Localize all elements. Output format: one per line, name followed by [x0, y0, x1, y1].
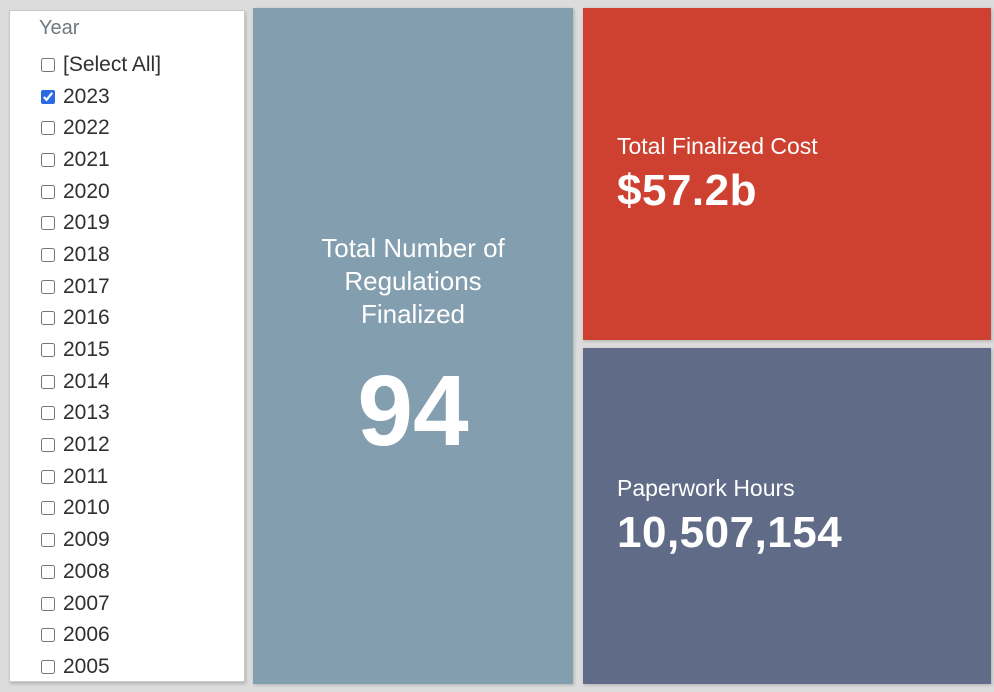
- year-filter-option[interactable]: 2018: [10, 239, 244, 271]
- year-filter-label: 2012: [63, 433, 110, 457]
- year-filter-option[interactable]: 2010: [10, 493, 244, 525]
- year-filter-option[interactable]: 2022: [10, 112, 244, 144]
- year-filter-label: 2008: [63, 559, 110, 583]
- year-checkbox[interactable]: [41, 659, 55, 674]
- year-filter-option[interactable]: 2006: [10, 619, 244, 651]
- year-filter-label: 2016: [63, 306, 110, 330]
- year-filter-option[interactable]: 2015: [10, 334, 244, 366]
- year-checkbox[interactable]: [41, 184, 55, 199]
- regulations-kpi-tile: Total Number of Regulations Finalized 94: [253, 8, 573, 684]
- year-filter-option[interactable]: 2019: [10, 207, 244, 239]
- regulations-kpi-value: 94: [357, 354, 469, 467]
- year-checkbox[interactable]: [41, 121, 55, 136]
- year-filter-option[interactable]: 2011: [10, 461, 244, 493]
- year-checkbox[interactable]: [41, 406, 55, 421]
- hours-kpi-value: 10,507,154: [617, 507, 843, 557]
- year-filter-label: 2005: [63, 654, 110, 678]
- year-filter-label: 2010: [63, 496, 110, 520]
- year-filter-label: 2014: [63, 369, 110, 393]
- regulations-kpi-title: Total Number of Regulations Finalized: [321, 232, 505, 329]
- year-filter-option[interactable]: 2014: [10, 366, 244, 398]
- year-checkbox[interactable]: [41, 533, 55, 548]
- year-checkbox[interactable]: [41, 247, 55, 262]
- hours-kpi-tile: Paperwork Hours 10,507,154: [583, 348, 991, 684]
- year-filter-option[interactable]: 2023: [10, 81, 244, 113]
- year-filter-option[interactable]: 2007: [10, 588, 244, 620]
- year-checkbox[interactable]: [41, 57, 55, 72]
- year-filter-option[interactable]: 2009: [10, 524, 244, 556]
- year-filter-label: 2006: [63, 623, 110, 647]
- year-checkbox[interactable]: [41, 216, 55, 231]
- year-filter-title: Year: [39, 17, 80, 39]
- year-filter-label: 2023: [63, 84, 110, 108]
- year-filter-option[interactable]: 2021: [10, 144, 244, 176]
- year-checkbox[interactable]: [41, 152, 55, 167]
- year-filter-label: 2015: [63, 338, 110, 362]
- year-filter-option[interactable]: 2016: [10, 303, 244, 335]
- year-checkbox[interactable]: [41, 89, 55, 104]
- year-filter-option[interactable]: [Select All]: [10, 49, 244, 81]
- year-filter-label: 2021: [63, 147, 110, 171]
- year-checkbox[interactable]: [41, 279, 55, 294]
- year-filter-label: 2007: [63, 591, 110, 615]
- year-filter-option[interactable]: 2020: [10, 176, 244, 208]
- year-filter-option[interactable]: 2005: [10, 651, 244, 681]
- year-filter-panel: Year [Select All] 2023 2022 2021 2020 20…: [9, 10, 245, 682]
- hours-kpi-title: Paperwork Hours: [617, 474, 795, 501]
- year-filter-label: 2022: [63, 116, 110, 140]
- year-filter-option[interactable]: 2013: [10, 398, 244, 430]
- year-checkbox[interactable]: [41, 501, 55, 516]
- year-checkbox[interactable]: [41, 628, 55, 643]
- year-filter-label: 2020: [63, 179, 110, 203]
- year-filter-label: 2017: [63, 274, 110, 298]
- year-filter-label: 2013: [63, 401, 110, 425]
- year-filter-option[interactable]: 2008: [10, 556, 244, 588]
- year-filter-label: 2019: [63, 211, 110, 235]
- cost-kpi-title: Total Finalized Cost: [617, 132, 818, 159]
- year-checkbox[interactable]: [41, 343, 55, 358]
- year-checkbox[interactable]: [41, 374, 55, 389]
- year-filter-list: [Select All] 2023 2022 2021 2020 2019 20…: [10, 49, 244, 681]
- year-filter-label: 2018: [63, 242, 110, 266]
- cost-kpi-tile: Total Finalized Cost $57.2b: [583, 8, 991, 340]
- year-filter-label: 2009: [63, 528, 110, 552]
- year-checkbox[interactable]: [41, 564, 55, 579]
- year-filter-label: 2011: [63, 464, 109, 488]
- year-filter-option[interactable]: 2017: [10, 271, 244, 303]
- year-filter-label: [Select All]: [63, 52, 162, 76]
- cost-kpi-value: $57.2b: [617, 165, 757, 215]
- year-filter-option[interactable]: 2012: [10, 429, 244, 461]
- year-checkbox[interactable]: [41, 311, 55, 326]
- year-checkbox[interactable]: [41, 596, 55, 611]
- year-checkbox[interactable]: [41, 469, 55, 484]
- year-checkbox[interactable]: [41, 438, 55, 453]
